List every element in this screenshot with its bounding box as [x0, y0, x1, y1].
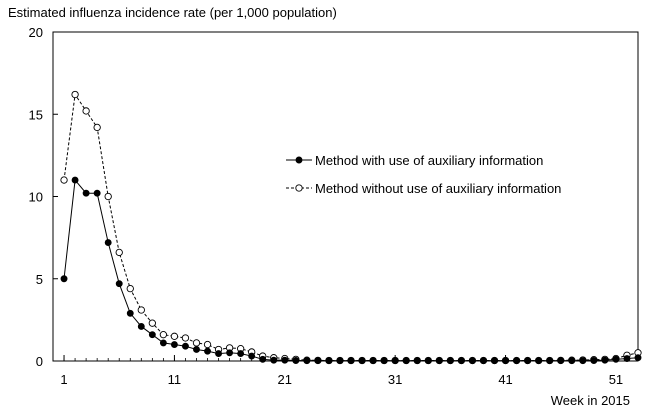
data-point: [93, 123, 101, 132]
data-point: [137, 323, 145, 330]
x-axis-label: Week in 2015: [551, 393, 630, 408]
x-tick-label: 11: [168, 372, 182, 387]
x-tick-label: 31: [388, 372, 402, 387]
legend-label: Method with use of auxiliary information: [315, 153, 543, 168]
data-point: [215, 350, 223, 358]
data-point: [203, 340, 212, 349]
data-point: [226, 349, 234, 357]
data-point: [82, 189, 90, 197]
data-point: [126, 309, 134, 317]
data-point: [634, 354, 642, 362]
data-point: [71, 90, 79, 99]
data-point: [115, 280, 123, 288]
data-point: [601, 356, 609, 364]
data-point: [424, 357, 432, 365]
data-point: [192, 339, 201, 347]
data-point: [259, 355, 267, 363]
data-point: [248, 352, 256, 360]
x-tick-label: 1: [60, 372, 67, 387]
data-point: [193, 346, 200, 353]
y-tick-label: 15: [29, 107, 43, 122]
data-point: [358, 357, 366, 365]
y-tick-label: 10: [29, 190, 43, 205]
data-point: [104, 239, 112, 247]
data-point: [115, 248, 123, 257]
data-point: [347, 357, 355, 365]
data-point: [182, 342, 189, 350]
data-point: [535, 357, 543, 365]
data-point: [292, 357, 300, 364]
data-point: [513, 357, 521, 365]
data-point: [325, 357, 333, 365]
data-point: [237, 350, 245, 358]
x-tick-label: 51: [609, 372, 623, 387]
data-point: [391, 357, 399, 365]
data-point: [612, 355, 620, 363]
data-point: [137, 306, 145, 314]
legend: Method with use of auxiliary information…: [286, 153, 561, 196]
data-point: [170, 341, 178, 348]
legend-marker: [295, 184, 303, 192]
legend-item: Method with use of auxiliary information: [286, 153, 543, 168]
data-point: [159, 331, 168, 339]
x-tick-label: 41: [498, 372, 512, 387]
data-point: [82, 107, 90, 115]
data-point: [314, 357, 322, 365]
x-axis: 1 11 21 31 41 51: [60, 355, 639, 387]
data-point: [413, 357, 421, 365]
data-point: [480, 357, 487, 365]
data-point: [446, 357, 454, 365]
data-point: [568, 357, 576, 365]
data-point: [457, 357, 465, 365]
data-point: [402, 357, 410, 365]
data-point: [303, 357, 311, 365]
legend-label: Method without use of auxiliary informat…: [315, 181, 561, 196]
series-layer: [60, 90, 642, 365]
data-point: [104, 192, 112, 201]
data-point: [546, 357, 554, 365]
data-point: [148, 331, 156, 339]
data-point: [60, 176, 68, 184]
data-point: [491, 357, 498, 365]
data-point: [148, 319, 156, 327]
data-point: [60, 275, 68, 283]
data-point: [468, 357, 476, 365]
data-point: [159, 339, 167, 347]
series-with-auxiliary: [60, 176, 642, 365]
y-tick-label: 20: [29, 25, 43, 40]
y-tick-label: 0: [36, 354, 43, 369]
data-point: [126, 284, 134, 293]
data-point: [369, 357, 377, 365]
data-point: [502, 357, 509, 365]
x-tick-label: 21: [278, 372, 292, 387]
legend-item: Method without use of auxiliary informat…: [286, 181, 561, 196]
chart-title: Estimated influenza incidence rate (per …: [8, 5, 337, 20]
y-axis: 0 5 10 15 20: [29, 25, 58, 369]
data-point: [93, 189, 101, 197]
data-point: [181, 334, 190, 342]
series-without-auxiliary: [60, 90, 642, 365]
data-point: [380, 357, 388, 365]
data-point: [623, 355, 631, 362]
data-point: [557, 357, 565, 365]
y-tick-label: 5: [36, 272, 43, 287]
data-point: [524, 357, 532, 365]
data-point: [281, 356, 289, 364]
data-point: [336, 357, 344, 365]
legend-marker: [295, 156, 303, 164]
data-point: [71, 176, 79, 184]
data-point: [204, 347, 211, 355]
data-point: [579, 357, 587, 365]
data-point: [170, 332, 179, 340]
data-point: [590, 357, 598, 364]
data-point: [435, 357, 443, 365]
data-point: [270, 356, 278, 364]
